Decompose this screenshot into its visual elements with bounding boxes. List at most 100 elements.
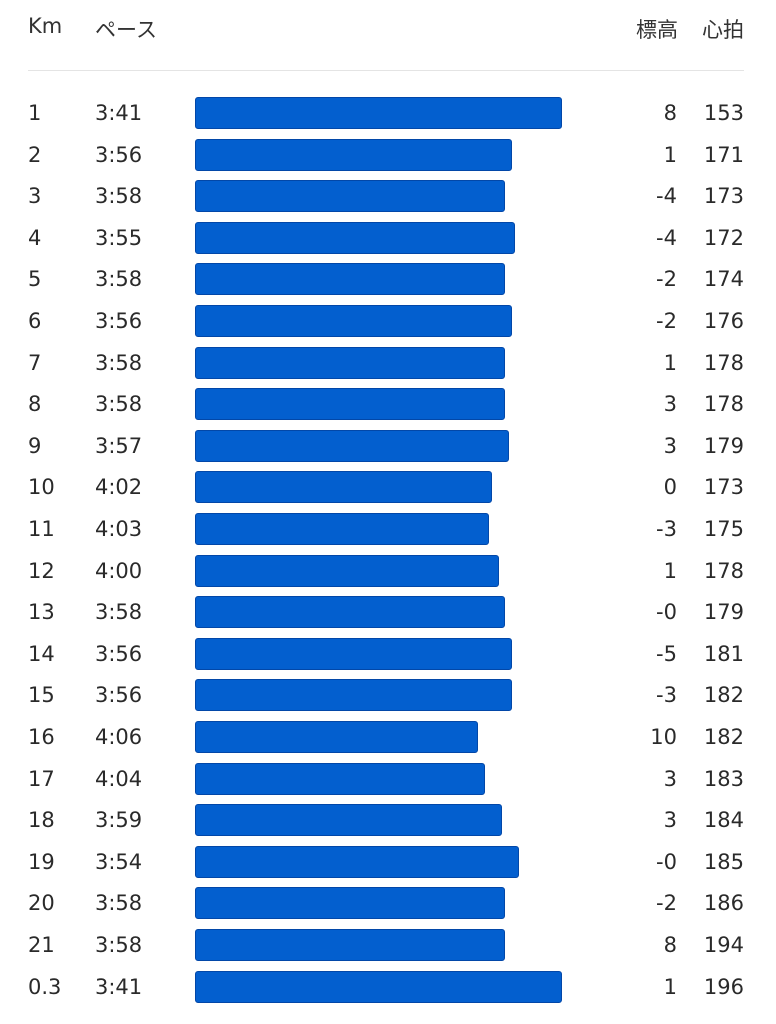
pace-bar <box>195 762 486 795</box>
split-km: 4 <box>28 225 42 250</box>
split-km: 7 <box>28 350 42 375</box>
split-pace: 3:57 <box>95 433 143 458</box>
split-heart-rate: 183 <box>703 766 744 791</box>
split-heart-rate: 186 <box>703 891 744 916</box>
split-row: 5 3:58 -2 174 <box>0 258 776 300</box>
split-heart-rate: 176 <box>703 309 744 333</box>
split-row: 12 4:00 1 178 <box>0 550 776 592</box>
header-pace: ペース <box>95 18 157 42</box>
split-row: 1 3:41 8 153 <box>0 92 776 134</box>
split-elevation: -2 <box>656 309 677 333</box>
split-heart-rate: 178 <box>703 558 744 583</box>
split-heart-rate: 179 <box>703 433 744 458</box>
pace-bar <box>195 429 509 462</box>
split-elevation: -2 <box>656 267 677 292</box>
split-heart-rate: 194 <box>703 933 744 957</box>
split-pace: 4:03 <box>95 517 143 541</box>
split-row: 6 3:56 -2 176 <box>0 300 776 342</box>
pace-bar <box>195 180 506 213</box>
header-heart-rate: 心拍 <box>702 18 744 42</box>
pace-bar <box>195 637 513 670</box>
split-heart-rate: 178 <box>703 350 744 375</box>
split-row: 3 3:58 -4 173 <box>0 175 776 217</box>
split-elevation: 3 <box>663 433 677 458</box>
split-pace: 4:06 <box>95 725 143 749</box>
split-km: 13 <box>28 600 55 625</box>
split-row: 10 4:02 0 173 <box>0 466 776 508</box>
split-heart-rate: 196 <box>703 974 744 999</box>
split-elevation: 1 <box>663 558 677 583</box>
split-pace: 3:41 <box>95 974 143 999</box>
split-pace: 3:56 <box>95 142 143 167</box>
split-km: 0.3 <box>28 974 62 999</box>
split-row: 0.3 3:41 1 196 <box>0 966 776 1008</box>
split-pace: 3:56 <box>95 683 143 708</box>
split-pace: 3:58 <box>95 600 143 625</box>
split-row: 15 3:56 -3 182 <box>0 674 776 716</box>
pace-bar <box>195 471 492 504</box>
split-row: 20 3:58 -2 186 <box>0 882 776 924</box>
pace-bar <box>195 138 513 171</box>
split-elevation: -4 <box>656 225 677 250</box>
split-elevation: 1 <box>663 142 677 167</box>
split-pace: 3:58 <box>95 392 143 417</box>
pace-bar <box>195 554 499 587</box>
split-elevation: 10 <box>650 725 677 749</box>
pace-bar <box>195 305 513 337</box>
split-pace: 3:55 <box>95 225 143 250</box>
split-elevation: 0 <box>663 475 677 500</box>
pace-bar <box>195 845 519 878</box>
split-heart-rate: 173 <box>703 475 744 500</box>
split-km: 12 <box>28 558 55 583</box>
split-km: 6 <box>28 309 42 333</box>
split-row: 2 3:56 1 171 <box>0 134 776 176</box>
header-km: Km <box>28 14 63 38</box>
split-row: 21 3:58 8 194 <box>0 924 776 966</box>
split-heart-rate: 182 <box>703 725 744 749</box>
split-elevation: -0 <box>656 849 677 874</box>
pace-bar <box>195 513 489 545</box>
split-km: 11 <box>28 517 55 541</box>
split-row: 14 3:56 -5 181 <box>0 633 776 675</box>
split-km: 8 <box>28 392 42 417</box>
pace-bar <box>195 679 513 712</box>
split-pace: 3:58 <box>95 267 143 292</box>
pace-bar <box>195 970 563 1003</box>
split-elevation: 1 <box>663 974 677 999</box>
split-km: 10 <box>28 475 55 500</box>
split-pace: 3:58 <box>95 184 143 209</box>
split-pace: 3:56 <box>95 641 143 666</box>
pace-bar <box>195 97 563 129</box>
split-row: 19 3:54 -0 185 <box>0 841 776 883</box>
split-heart-rate: 181 <box>703 641 744 666</box>
split-pace: 3:54 <box>95 849 143 874</box>
split-pace: 4:02 <box>95 475 143 500</box>
split-row: 16 4:06 10 182 <box>0 716 776 758</box>
pace-bar <box>195 221 516 254</box>
split-elevation: 3 <box>663 392 677 417</box>
pace-bar <box>195 263 506 296</box>
split-km: 15 <box>28 683 55 708</box>
pace-bar <box>195 721 479 753</box>
split-row: 7 3:58 1 178 <box>0 342 776 384</box>
split-elevation: -3 <box>656 683 677 708</box>
split-elevation: -0 <box>656 600 677 625</box>
pace-bar <box>195 388 506 421</box>
split-km: 9 <box>28 433 42 458</box>
split-elevation: 3 <box>663 766 677 791</box>
split-elevation: 3 <box>663 808 677 833</box>
header-elevation: 標高 <box>636 18 678 42</box>
split-pace: 4:00 <box>95 558 143 583</box>
table-header: Km ペース 標高 心拍 <box>28 0 744 71</box>
split-km: 18 <box>28 808 55 833</box>
split-row: 4 3:55 -4 172 <box>0 217 776 259</box>
split-km: 5 <box>28 267 42 292</box>
split-elevation: 8 <box>663 101 677 125</box>
split-heart-rate: 175 <box>703 517 744 541</box>
split-pace: 3:58 <box>95 891 143 916</box>
split-km: 17 <box>28 766 55 791</box>
split-pace: 3:41 <box>95 101 143 125</box>
split-elevation: 8 <box>663 933 677 957</box>
split-row: 17 4:04 3 183 <box>0 758 776 800</box>
split-elevation: -2 <box>656 891 677 916</box>
